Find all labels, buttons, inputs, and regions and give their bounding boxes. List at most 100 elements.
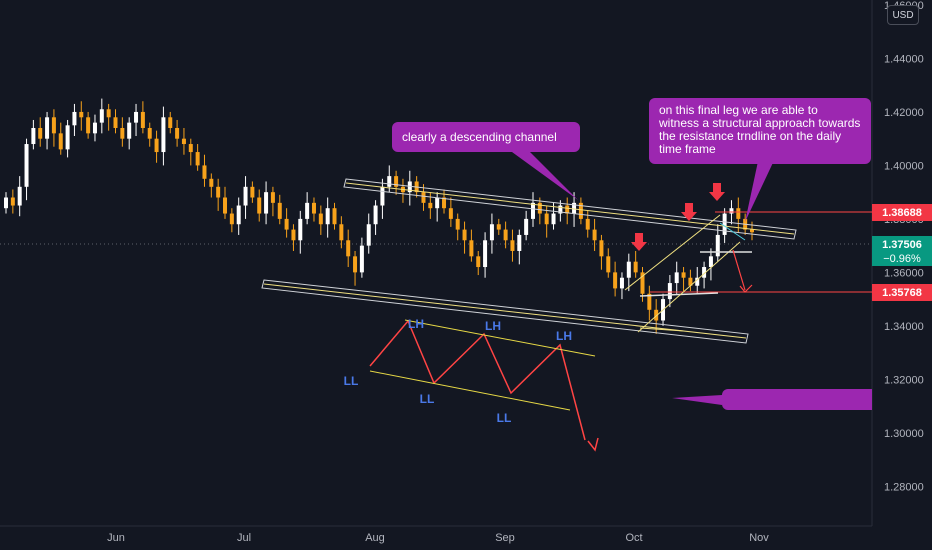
candle-body xyxy=(202,165,207,179)
candle-body xyxy=(38,127,43,139)
candle-body xyxy=(435,197,440,209)
candle-body xyxy=(298,218,303,241)
candle-body xyxy=(640,272,645,294)
callout-empty-pointer xyxy=(672,395,722,405)
lh-label: LH xyxy=(556,329,572,343)
candle-body xyxy=(373,205,378,225)
price-badge-label: 1.38688 xyxy=(882,207,922,219)
candle-body xyxy=(736,208,741,219)
candle-body xyxy=(243,186,248,206)
time-tick-label: Sep xyxy=(495,532,515,544)
candle-body xyxy=(558,205,563,214)
candle-body xyxy=(599,240,604,257)
candle-body xyxy=(311,202,316,214)
callout-final-leg[interactable]: on this final leg we are able to witness… xyxy=(649,98,871,164)
time-axis: Jun Jul Aug Sep Oct Nov xyxy=(107,532,769,544)
candle-body xyxy=(462,229,467,241)
candle-body xyxy=(270,192,275,203)
candle-body xyxy=(120,127,125,139)
candle-body xyxy=(442,197,447,209)
time-tick-label: Aug xyxy=(365,532,385,544)
candle-body xyxy=(195,152,200,166)
ll-label: LL xyxy=(420,392,435,406)
candle-body xyxy=(688,277,693,286)
candle-body xyxy=(346,240,351,257)
projection-arrow-head xyxy=(739,284,753,293)
down-arrow-marker xyxy=(713,183,721,192)
candle-body xyxy=(476,256,481,268)
down-arrow-marker xyxy=(631,242,647,251)
price-badge-label: 1.35768 xyxy=(882,287,922,299)
candle-body xyxy=(250,186,255,198)
candle-body xyxy=(318,213,323,225)
projection-arrow xyxy=(732,249,746,291)
candle-body xyxy=(161,117,166,153)
candle-body xyxy=(4,197,8,209)
time-tick-label: Oct xyxy=(625,532,642,544)
candle-body xyxy=(715,234,720,257)
candle-body xyxy=(510,240,515,251)
candle-body xyxy=(58,133,63,150)
candle-body xyxy=(729,208,734,214)
candle-body xyxy=(175,127,180,139)
zigzag-arrow-head xyxy=(587,437,599,452)
candle-body xyxy=(229,213,234,225)
candle-body xyxy=(17,186,22,206)
candle-body xyxy=(127,122,132,139)
candle-body xyxy=(613,272,618,289)
candle-body xyxy=(216,186,221,198)
candle-body xyxy=(387,176,392,187)
down-arrow-marker xyxy=(685,203,693,212)
channel-lower-band xyxy=(261,279,749,344)
price-badge xyxy=(872,236,932,266)
candle-body xyxy=(530,202,535,219)
candle-body xyxy=(380,186,385,206)
candle-body xyxy=(407,181,412,193)
candle-body xyxy=(483,240,488,268)
candle-body xyxy=(366,224,371,246)
candle-body xyxy=(264,192,269,214)
callout-channel-pointer xyxy=(512,152,578,200)
candle-body xyxy=(626,261,631,278)
price-tick-label: 1.28000 xyxy=(884,481,924,493)
candle-body xyxy=(359,245,364,273)
candle-body xyxy=(45,117,50,139)
candle-body xyxy=(517,234,522,251)
price-badge-label: 1.37506 xyxy=(882,239,922,251)
down-arrow-marker xyxy=(635,233,643,242)
candle-body xyxy=(606,256,611,273)
channel-upper-band xyxy=(343,178,797,240)
candle-body xyxy=(708,256,713,268)
callout-descending-channel[interactable]: clearly a descending channel xyxy=(392,122,580,152)
candle-body xyxy=(537,202,542,214)
candle-body xyxy=(106,109,111,118)
candle-body xyxy=(92,122,97,134)
candle-body xyxy=(65,125,70,150)
candle-body xyxy=(79,111,84,118)
candle-body xyxy=(572,202,577,214)
candle-body xyxy=(565,205,570,214)
channel-lower-line xyxy=(263,283,747,339)
candle-body xyxy=(134,111,139,123)
callout-empty[interactable] xyxy=(722,389,872,410)
candle-body xyxy=(332,208,337,225)
candle-body xyxy=(339,224,344,241)
price-tick-label: 1.42000 xyxy=(884,107,924,119)
drawings-layer[interactable]: LH LH LH LL LL LL xyxy=(261,152,872,452)
candle-body xyxy=(551,213,556,225)
candle-body xyxy=(496,224,501,230)
candle-body xyxy=(489,224,494,241)
channel-upper-line xyxy=(345,182,795,235)
candle-body xyxy=(667,283,672,300)
candle-body xyxy=(51,117,56,134)
candle-body xyxy=(188,144,193,153)
candle-body xyxy=(325,208,330,225)
candle-body xyxy=(168,117,173,128)
currency-selector[interactable]: USD xyxy=(887,5,919,25)
time-tick-label: Nov xyxy=(749,532,769,544)
candle-body xyxy=(647,293,652,310)
candle-body xyxy=(113,117,118,128)
price-badges: 1.38688 1.37506 −0.96% 1.35768 xyxy=(872,204,932,301)
candle-body xyxy=(633,261,638,273)
